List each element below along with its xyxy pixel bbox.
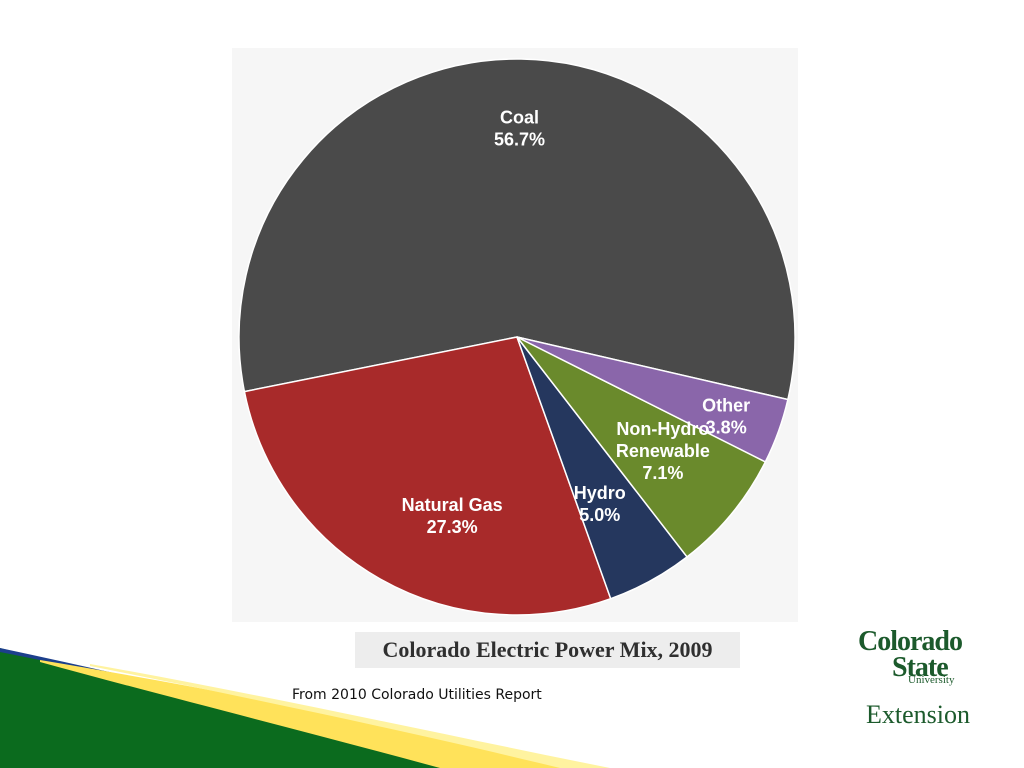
- slice-label-non-hydro-renewable: Non-Hydro Renewable 7.1%: [616, 419, 710, 483]
- slice-label-coal: Coal 56.7%: [494, 108, 545, 150]
- logo-line-colorado: Colorado: [858, 626, 963, 657]
- extension-logo: Extension: [866, 700, 996, 750]
- csu-logo: Colorado State University: [858, 626, 988, 686]
- slice-label-other: Other 3.8%: [702, 396, 750, 438]
- logo-line-state: State: [892, 652, 949, 683]
- logo-line-university: University: [908, 674, 955, 686]
- slice-label-natural-gas: Natural Gas 27.3%: [402, 495, 503, 537]
- pie-slice-non-hydro-renewable: [516, 336, 767, 558]
- logo-extension-text: Extension: [866, 700, 970, 729]
- source-note: From 2010 Colorado Utilities Report: [292, 687, 542, 703]
- pie-slice-natural-gas: [243, 336, 612, 616]
- pie-slice-coal: [238, 58, 796, 401]
- slice-label-hydro: Hydro 5.0%: [574, 483, 626, 525]
- pie-slice-other: [516, 336, 789, 463]
- chart-title: Colorado Electric Power Mix, 2009: [355, 632, 740, 668]
